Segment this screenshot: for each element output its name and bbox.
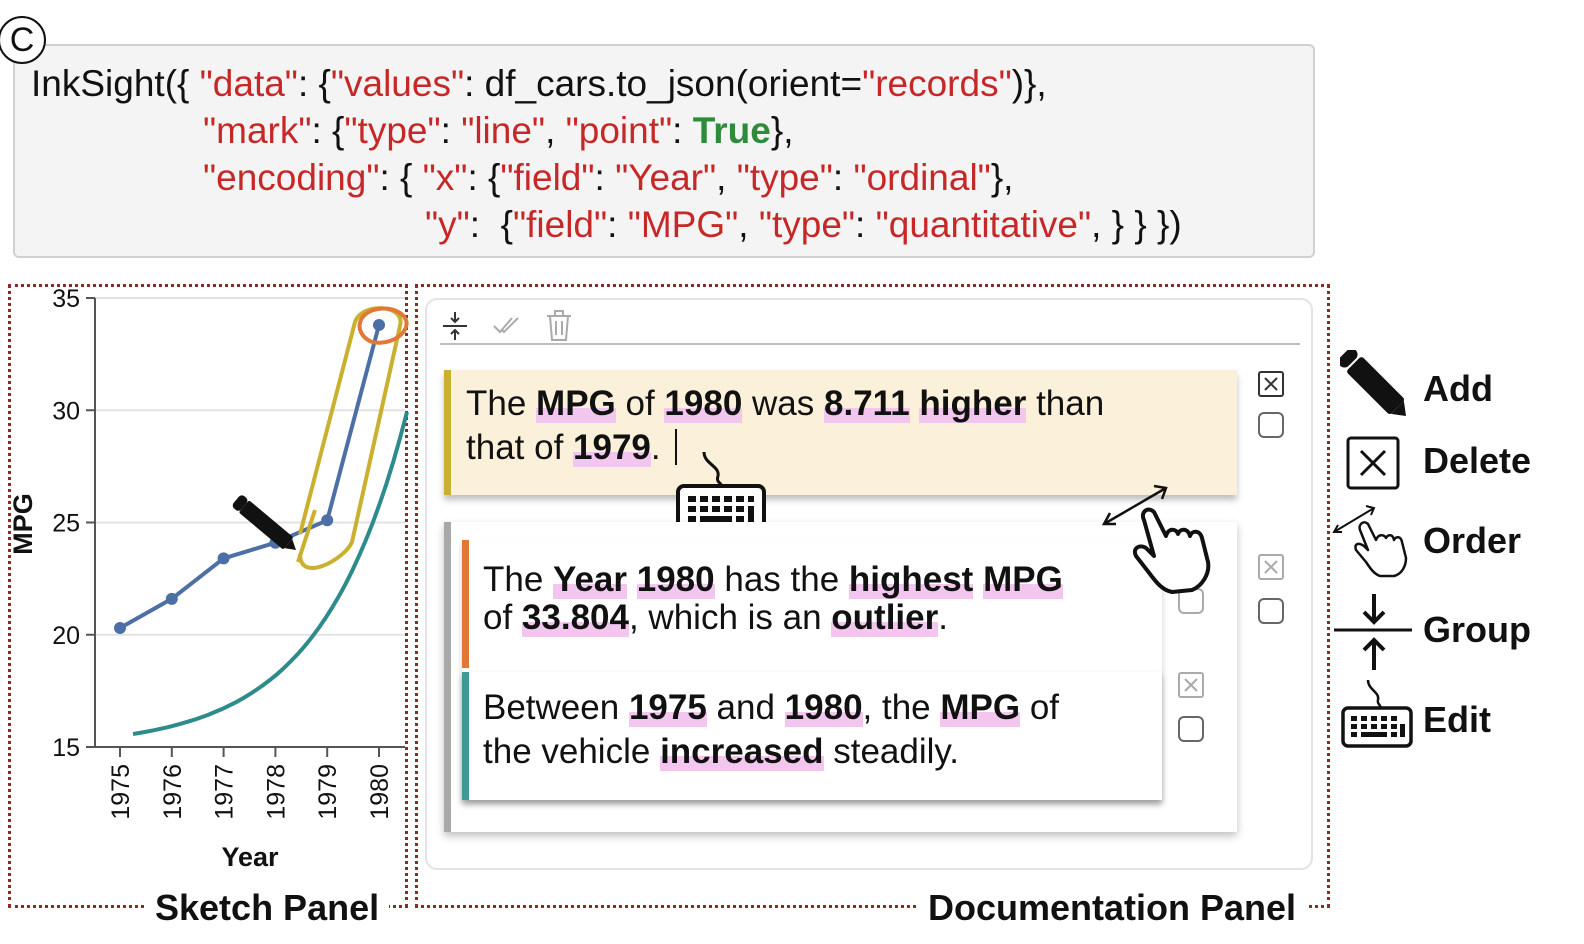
note-3-line-1: Between 1975 and 1980, the MPG of <box>483 688 1060 727</box>
x-tick-label: 1975 <box>107 764 135 820</box>
delete-box-icon <box>1346 436 1400 490</box>
group-arrows-icon <box>1334 594 1412 670</box>
note-card-2[interactable]: The Year 1980 has the highest MPG of 33.… <box>462 540 1162 668</box>
close-icon <box>1264 560 1278 574</box>
y-tick-label: 15 <box>52 734 80 762</box>
close-icon <box>1264 377 1278 391</box>
code-line-4: "y": {"field": "MPG", "type": "quantitat… <box>425 204 1182 245</box>
sketched-trend-curve <box>132 411 409 736</box>
add-pen-icon <box>1340 350 1406 416</box>
note-3-line-2: the vehicle increased steadily. <box>483 732 960 771</box>
trash-icon[interactable] <box>545 310 573 342</box>
x-tick-label: 1976 <box>159 764 187 820</box>
x-tick-label: 1977 <box>211 764 239 820</box>
close-icon <box>1184 678 1198 692</box>
outlier-circle-annotation <box>357 306 409 345</box>
documentation-panel[interactable] <box>415 284 1330 908</box>
group-icon[interactable] <box>440 310 470 342</box>
text-cursor <box>674 429 677 465</box>
lasso-tail <box>296 509 317 563</box>
mpg-series-line <box>119 324 381 630</box>
y-tick-label: 20 <box>52 622 80 650</box>
note-1-line-2: that of 1979. <box>466 426 1237 470</box>
delete-group-button[interactable] <box>1258 554 1284 580</box>
y-tick-label: 35 <box>52 285 80 313</box>
data-point <box>165 592 178 605</box>
note-1-line-1: The MPG of 1980 was 8.711 higher than <box>466 384 1105 423</box>
legend-add-label: Add <box>1423 368 1493 409</box>
legend-edit-label: Edit <box>1423 699 1491 740</box>
select-note-3-checkbox[interactable] <box>1178 716 1204 742</box>
edit-keyboard-icon <box>1341 679 1413 748</box>
code-cell[interactable]: InkSight({ "data": {"values": df_cars.to… <box>13 44 1315 258</box>
sketch-panel-title: Sketch Panel <box>145 888 390 928</box>
code-line-2: "mark": {"type": "line", "point": True}, <box>203 110 794 151</box>
note-card-1[interactable]: The MPG of 1980 was 8.711 higher than th… <box>444 370 1237 495</box>
chart-gridlines <box>95 297 405 748</box>
x-tick-label: 1979 <box>314 764 342 820</box>
documentation-panel-title: Documentation Panel <box>918 888 1307 928</box>
data-point <box>114 622 126 635</box>
y-tick-labels: 15 20 25 30 35 <box>52 285 95 762</box>
order-hand-icon <box>1332 505 1408 578</box>
note-2-line-2: of 33.804, which is an outlier. <box>483 598 948 637</box>
legend-delete-label: Delete <box>1423 440 1532 481</box>
note-2-line-1: The Year 1980 has the highest MPG <box>483 560 1063 599</box>
legend-order-label: Order <box>1423 520 1522 561</box>
delete-note-1-button[interactable] <box>1258 371 1284 397</box>
y-tick-label: 25 <box>52 510 80 538</box>
data-point <box>217 552 230 565</box>
y-axis-title: MPG <box>8 493 38 555</box>
toolbar-divider <box>440 343 1300 345</box>
x-tick-labels: 1975 1976 1977 1978 1979 1980 <box>107 747 394 820</box>
data-point <box>373 318 385 331</box>
drag-hand-icon <box>1101 484 1211 594</box>
select-group-checkbox[interactable] <box>1258 598 1284 624</box>
delete-note-3-button[interactable] <box>1178 672 1204 698</box>
code-line-3: "encoding": { "x": {"field": "Year", "ty… <box>203 157 1014 198</box>
note-card-3[interactable]: Between 1975 and 1980, the MPG of the ve… <box>462 672 1162 800</box>
x-tick-label: 1978 <box>262 764 290 820</box>
select-note-1-checkbox[interactable] <box>1258 412 1284 438</box>
code-line-1: InkSight({ "data": {"values": df_cars.to… <box>31 63 1047 104</box>
x-tick-label: 1980 <box>366 764 394 820</box>
data-point <box>321 514 334 527</box>
cell-label-badge: C <box>0 16 46 64</box>
x-axis-title: Year <box>221 842 279 872</box>
pen-icon <box>232 495 296 550</box>
double-check-icon[interactable] <box>492 314 522 338</box>
legend-group-label: Group <box>1423 609 1531 650</box>
lasso-annotation <box>298 306 403 570</box>
y-tick-label: 30 <box>52 397 80 425</box>
